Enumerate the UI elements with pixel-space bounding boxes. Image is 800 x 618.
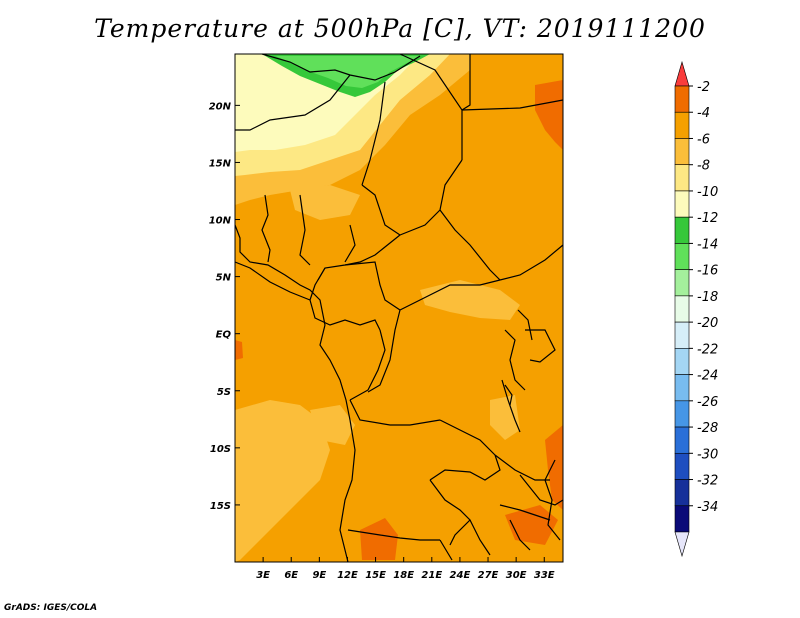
warm-patch-south bbox=[360, 518, 398, 560]
legend-color-box bbox=[674, 426, 690, 454]
footer-credit: GrADS: IGES/COLA bbox=[4, 603, 98, 613]
legend-label: -16 bbox=[697, 264, 718, 279]
legend-color-box bbox=[674, 138, 690, 166]
legend-label: -14 bbox=[697, 237, 718, 252]
latitude-axis: 20N 15N 10N 5N EQ 5S 10S 15S bbox=[209, 101, 240, 512]
legend-label: -26 bbox=[697, 395, 718, 410]
legend-label: -30 bbox=[697, 447, 718, 462]
cool-patch-north-central bbox=[290, 185, 360, 220]
lat-tick-label: 15N bbox=[209, 158, 232, 169]
legend-color-box bbox=[674, 164, 690, 192]
map-frame bbox=[234, 53, 564, 563]
lon-tick-label: 9E bbox=[312, 570, 326, 581]
legend-label: -18 bbox=[697, 290, 718, 305]
legend-color-box bbox=[674, 374, 690, 402]
legend-label: -20 bbox=[697, 316, 718, 331]
legend-label: -32 bbox=[697, 474, 718, 489]
legend-label: -2 bbox=[697, 80, 710, 95]
legend-label: -6 bbox=[697, 132, 710, 147]
warm-patch-east bbox=[545, 425, 563, 510]
lon-tick-label: 6E bbox=[284, 570, 298, 581]
lat-tick-label: 10N bbox=[209, 216, 232, 227]
legend-color-box bbox=[674, 111, 690, 139]
cool-patch-south-central bbox=[310, 405, 355, 445]
legend-color-box bbox=[674, 505, 690, 533]
legend-label: -8 bbox=[697, 159, 710, 174]
lat-tick-label: 5S bbox=[217, 387, 231, 398]
legend-label: -22 bbox=[697, 342, 718, 357]
legend-color-box bbox=[674, 85, 690, 113]
legend-color-box bbox=[674, 269, 690, 297]
chart-title: Temperature at 500hPa [C], VT: 201911120… bbox=[94, 14, 706, 43]
legend-color-box bbox=[674, 348, 690, 375]
legend-color-box bbox=[674, 295, 690, 323]
lon-tick-label: 27E bbox=[478, 570, 499, 581]
lat-tick-label: 5N bbox=[216, 273, 232, 284]
legend-label: -34 bbox=[697, 500, 718, 515]
lon-tick-label: 33E bbox=[534, 570, 555, 581]
lon-tick-label: 18E bbox=[393, 570, 414, 581]
legend-label: -24 bbox=[697, 369, 718, 384]
country-boundaries bbox=[234, 53, 564, 563]
legend-color-box bbox=[674, 479, 690, 507]
lat-tick-label: 10S bbox=[210, 444, 231, 455]
legend-label: -12 bbox=[697, 211, 718, 226]
legend-label: -4 bbox=[697, 106, 710, 121]
lat-tick-label: EQ bbox=[216, 330, 232, 341]
legend-label: -10 bbox=[697, 185, 718, 200]
legend-max-arrow bbox=[674, 60, 690, 87]
warm-patch-northeast bbox=[535, 80, 563, 150]
longitude-axis: 3E 6E 9E 12E 15E 18E 21E 24E 27E 30E 33E bbox=[256, 557, 555, 581]
legend-min-arrow bbox=[674, 531, 690, 558]
coastline bbox=[234, 224, 533, 433]
legend-color-box bbox=[674, 190, 690, 218]
lon-tick-label: 3E bbox=[256, 570, 270, 581]
lon-tick-label: 15E bbox=[365, 570, 386, 581]
cool-patch-central bbox=[420, 280, 520, 320]
cool-patch-southwest bbox=[235, 400, 330, 562]
lon-tick-label: 12E bbox=[337, 570, 358, 581]
cool-patch-east-lakes bbox=[490, 395, 520, 440]
legend-color-box bbox=[674, 400, 690, 428]
warm-patch-west bbox=[235, 340, 243, 360]
legend-labels: -2 -4 -6 -8 -10 -12 -14 -16 -18 -20 -22 -24 -26 -28 -3… bbox=[689, 80, 718, 515]
lat-tick-label: 15S bbox=[210, 501, 231, 512]
legend-color-box bbox=[674, 452, 690, 480]
lat-tick-label: 20N bbox=[209, 101, 232, 112]
legend-color-box bbox=[674, 321, 690, 349]
lon-tick-label: 21E bbox=[421, 570, 442, 581]
lon-tick-label: 30E bbox=[506, 570, 527, 581]
contour-band-minus16 bbox=[275, 56, 420, 88]
legend-color-box bbox=[674, 243, 690, 270]
warm-patch-southeast bbox=[505, 505, 558, 545]
lon-tick-label: 24E bbox=[450, 570, 471, 581]
legend-color-boxes bbox=[674, 60, 690, 558]
legend-label: -28 bbox=[697, 421, 718, 436]
legend-color-box bbox=[674, 216, 690, 244]
